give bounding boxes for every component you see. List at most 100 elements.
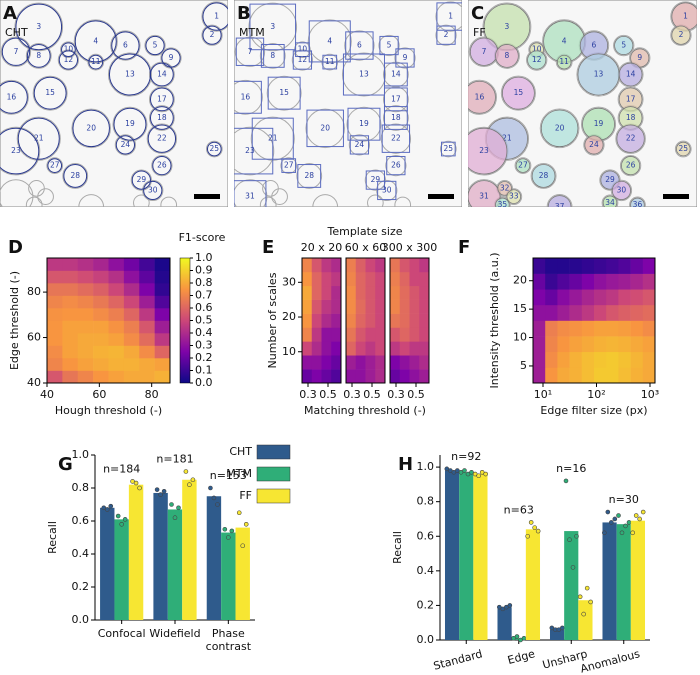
detection — [602, 195, 618, 207]
cell-label: 14 — [626, 70, 636, 79]
colorbar — [179, 257, 191, 384]
heatmap-cell — [545, 320, 558, 337]
x-tick-label: Confocal — [98, 627, 146, 640]
cell-label: 22 — [626, 134, 636, 143]
heatmap-cell — [77, 370, 94, 384]
cell — [110, 30, 141, 61]
heatmap-cell — [154, 370, 171, 384]
heatmap-cell — [346, 327, 357, 342]
heatmap-cell — [419, 313, 430, 328]
heatmap-cell — [365, 313, 376, 328]
replicate-point — [535, 528, 541, 534]
cell — [376, 179, 398, 202]
heatmap-cell — [321, 355, 332, 370]
cell-label: 13 — [594, 70, 604, 79]
heatmap-cell — [154, 258, 171, 271]
cell — [234, 179, 268, 207]
cell-label: 2 — [444, 30, 449, 39]
cell-label: 30 — [617, 185, 627, 194]
replicate-point — [483, 471, 488, 477]
heatmap-cell — [557, 336, 570, 353]
replicate-point — [602, 530, 607, 536]
heatmap-cell — [154, 345, 171, 359]
detection — [281, 158, 297, 173]
cell-label: 27 — [518, 161, 528, 170]
x-tick-label: 10² — [587, 388, 605, 401]
cell-label: 35 — [498, 200, 508, 209]
heatmap-cell — [123, 270, 140, 284]
heatmap-cell — [154, 308, 171, 321]
heatmap-cell — [390, 258, 401, 273]
heatmap-cell — [375, 285, 386, 300]
heatmap-cell — [123, 308, 140, 321]
cell-label: 25 — [210, 144, 220, 153]
heatmap-cell — [77, 270, 94, 284]
replicate-point — [236, 510, 242, 516]
heatmap-cell — [399, 313, 410, 328]
heatmap-cell — [533, 320, 546, 337]
heatmap-cell — [630, 351, 644, 368]
heatmap-cell — [108, 283, 125, 296]
cell — [291, 49, 314, 71]
cell-label: 12 — [532, 55, 542, 64]
replicate-point — [560, 625, 565, 631]
replicate-point — [169, 502, 174, 507]
n-annotation: n=63 — [504, 503, 534, 516]
heatmap-cell — [93, 283, 109, 296]
bar — [630, 520, 646, 640]
cell-label: 20 — [555, 123, 565, 132]
x-tick-label: 0.3 — [299, 388, 317, 401]
heatmap-cell — [419, 327, 430, 342]
legend-label: FF — [239, 489, 252, 502]
y-tick-label: 1.0 — [417, 460, 435, 473]
heatmap-cell — [302, 285, 313, 300]
panel-letter: B — [237, 3, 251, 24]
n-annotation: n=30 — [609, 493, 639, 506]
heatmap-cell — [139, 295, 155, 309]
heatmap-cell — [630, 289, 644, 306]
y-tick-label: 0.0 — [417, 633, 435, 646]
bar — [564, 531, 579, 640]
heatmap-cell — [139, 333, 155, 346]
cell-label: 28 — [304, 171, 314, 180]
replicate-point — [104, 507, 110, 512]
heatmap-cell — [302, 341, 313, 356]
plot-frame — [345, 257, 386, 384]
cell-label: 12 — [64, 55, 74, 64]
cell-label: 15 — [514, 88, 524, 97]
heatmap-cell — [409, 313, 420, 328]
cell-label: 24 — [355, 140, 365, 149]
cell-label: 15 — [279, 88, 289, 97]
cell-label: 11 — [325, 57, 335, 66]
y-tick-label: 40 — [27, 376, 41, 389]
heatmap-cell — [630, 320, 644, 337]
heatmap-cell — [594, 336, 607, 353]
cell-label: 16 — [7, 92, 17, 101]
replicate-point — [574, 533, 579, 539]
bar — [497, 607, 512, 640]
heatmap-cell — [390, 285, 401, 300]
detection — [611, 180, 631, 200]
detection — [297, 164, 322, 188]
cell-label: 15 — [45, 88, 55, 97]
x-tick-label: 40 — [40, 388, 54, 401]
replicate-point — [172, 515, 178, 521]
heatmap-cell — [594, 289, 607, 306]
heatmap-cell — [302, 271, 313, 287]
detection — [383, 106, 408, 130]
detection — [149, 62, 174, 87]
cell-label: 17 — [157, 94, 167, 103]
heatmap-cell — [139, 358, 155, 371]
replicate-point — [581, 611, 586, 617]
heatmap-cell — [311, 258, 322, 273]
heatmap-cell — [419, 341, 430, 356]
colorbar-tick-label: 0.2 — [195, 351, 213, 364]
heatmap-cell — [545, 304, 558, 321]
heatmap-cell — [533, 336, 546, 353]
heatmap-cell — [581, 273, 595, 290]
cell-label: 31 — [245, 192, 255, 201]
cell — [346, 106, 382, 142]
heatmap-cell — [581, 336, 595, 353]
cell — [144, 34, 166, 57]
heatmap-cell — [355, 271, 366, 287]
